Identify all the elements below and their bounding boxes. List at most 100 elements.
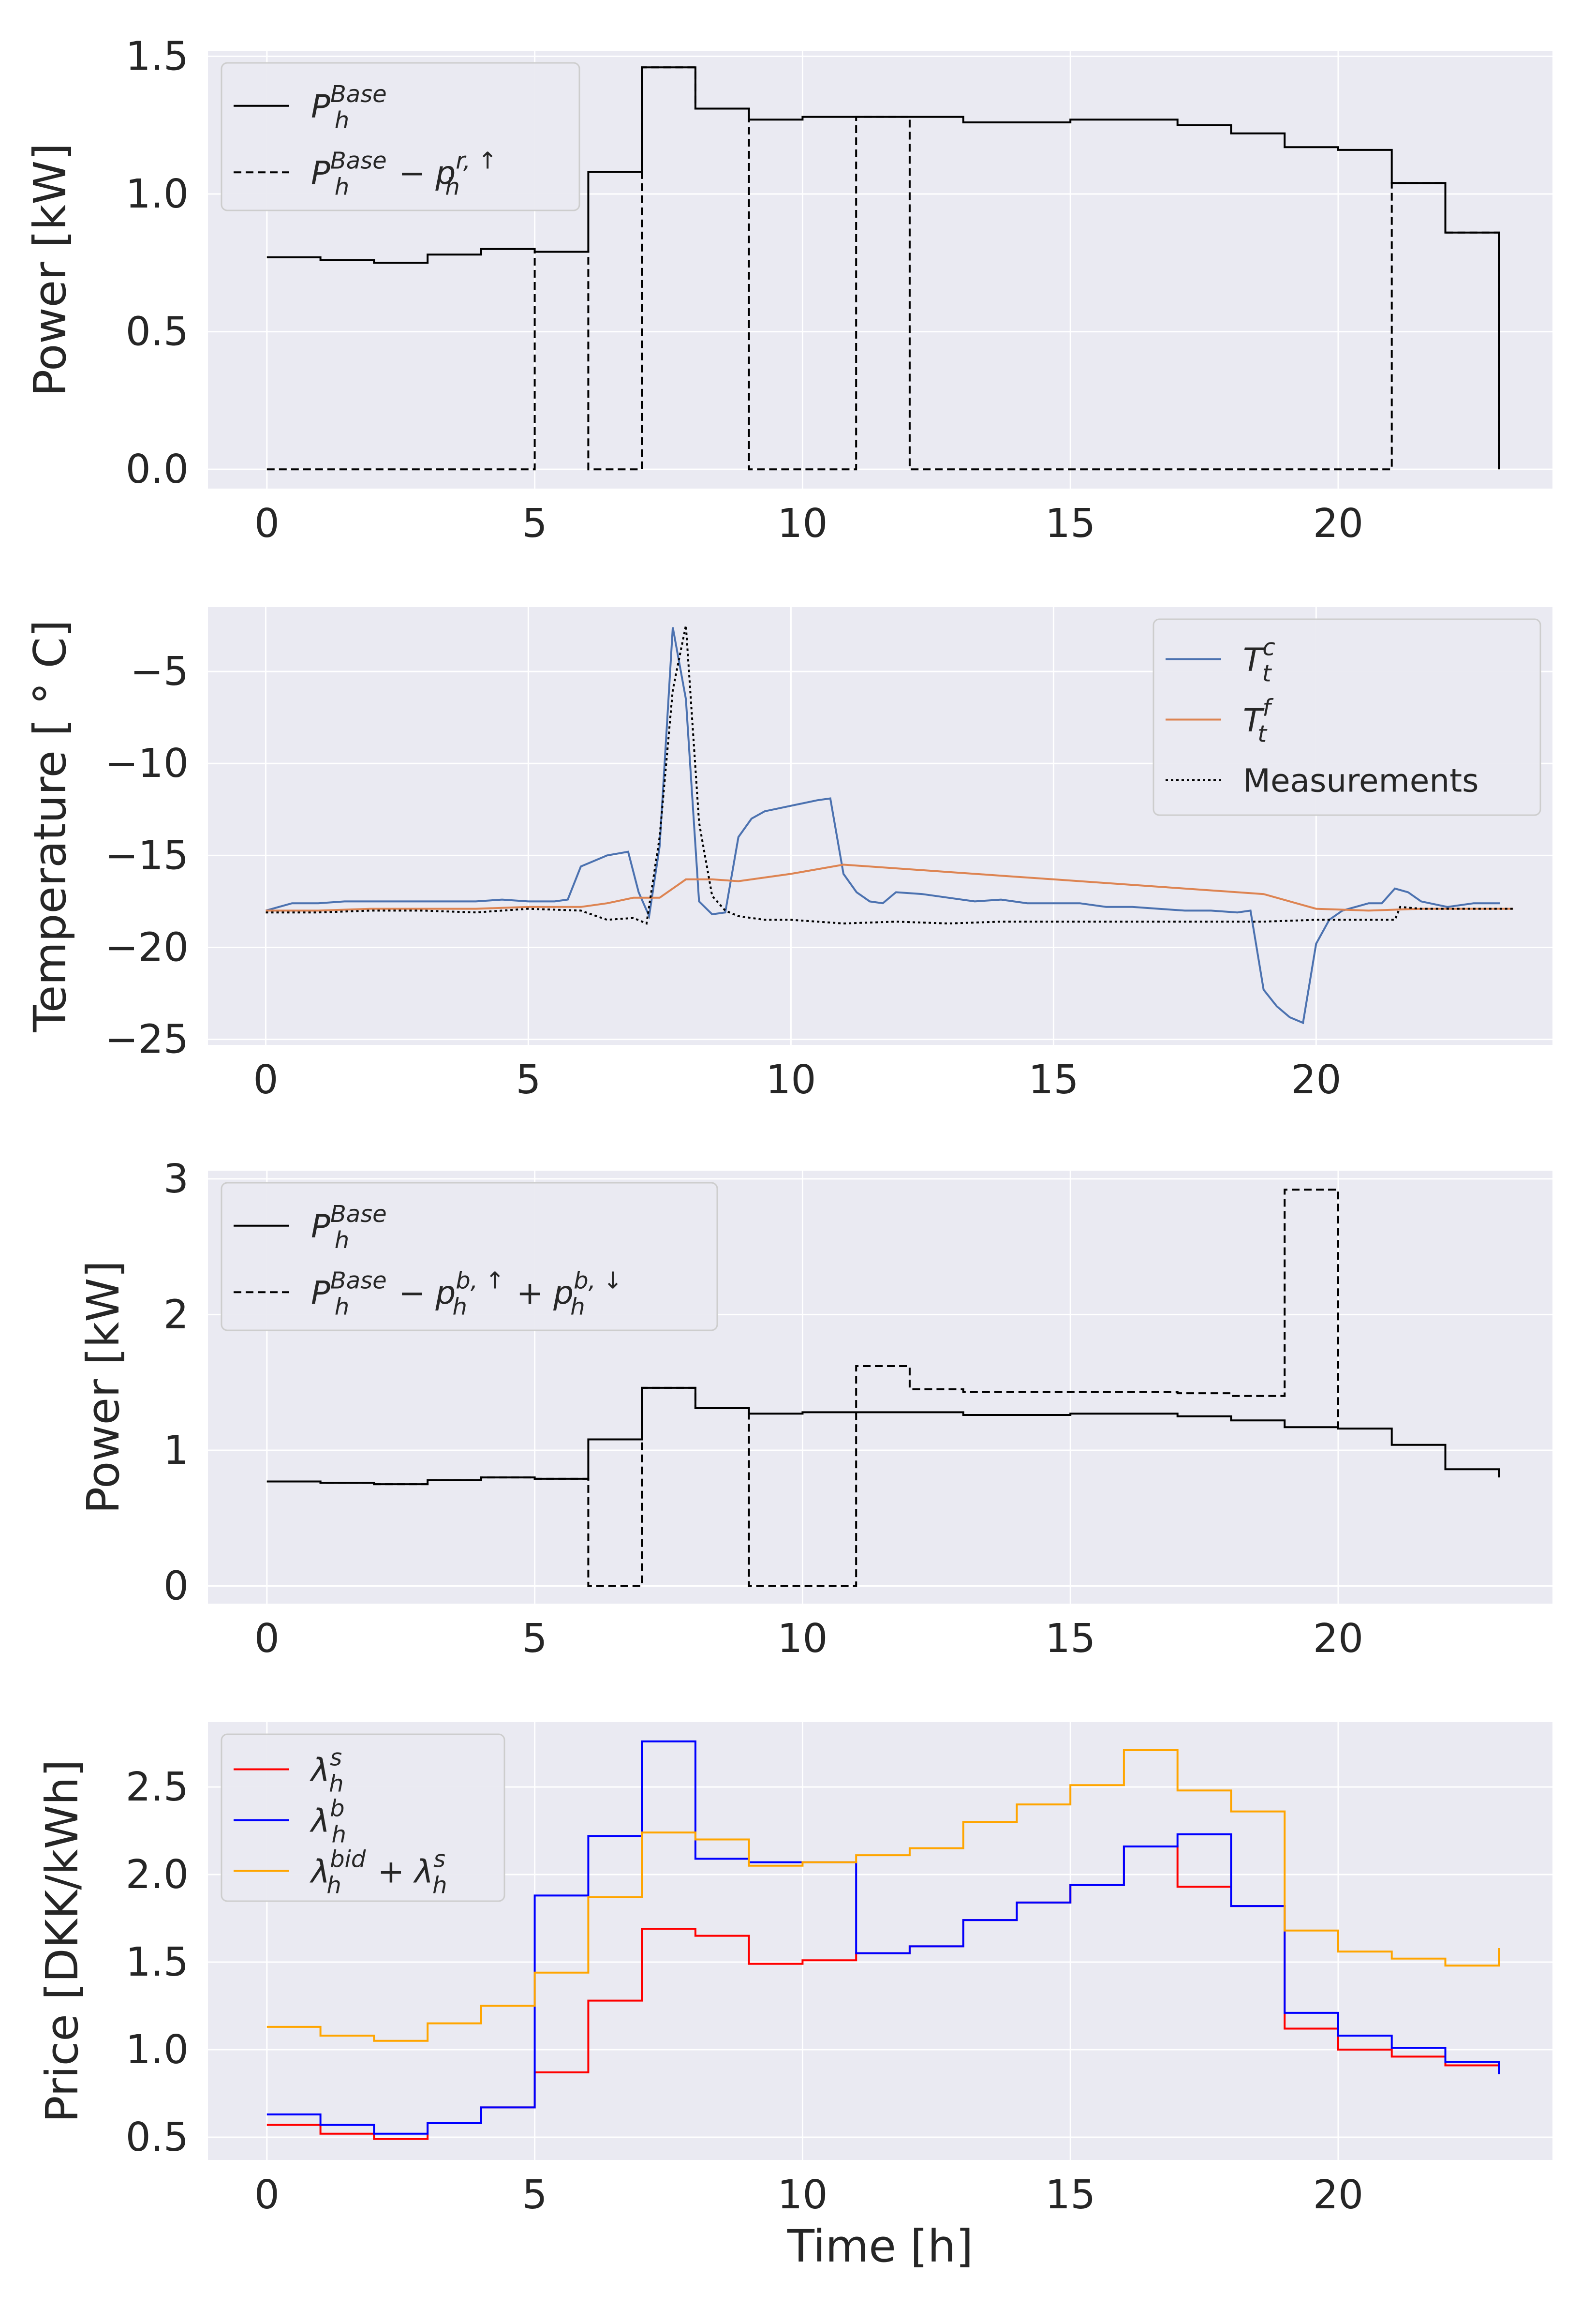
legend-entry: PBase h xyxy=(311,81,387,134)
chart-panel-4: 0 5 10 15 20 0.5 1.0 1.5 2.0 2.5 Price [DKK/kWh] Ti… xyxy=(36,1722,1552,2272)
x-tick-label: 10 xyxy=(777,2172,828,2218)
legend-text-part: P xyxy=(311,154,330,192)
legend-text-part: Base xyxy=(330,81,387,108)
x-tick-label: 5 xyxy=(522,1616,547,1662)
x-tick-label: 10 xyxy=(777,501,828,547)
legend-text-part: h xyxy=(332,1821,346,1848)
series-line-1 xyxy=(265,627,1500,1025)
series-line-2 xyxy=(266,1189,1339,1587)
x-tick-label: 15 xyxy=(1045,501,1095,547)
legend-text-part: T xyxy=(1243,702,1265,739)
x-tick-label: 5 xyxy=(522,501,547,547)
legend-text-part: h xyxy=(335,173,349,200)
legend-text-part: λ xyxy=(310,1802,330,1840)
legend-text-part: Base xyxy=(330,1201,387,1228)
y-tick-label: −5 xyxy=(130,649,189,695)
x-tick-label: 10 xyxy=(777,1616,828,1662)
legend-entry: λbid h + λs h xyxy=(310,1846,447,1899)
legend-text-part: − p xyxy=(388,1274,456,1311)
y-tick-label: 1.5 xyxy=(126,33,189,79)
x-tick-label: 20 xyxy=(1313,501,1363,547)
legend-text-part: Base xyxy=(330,147,387,174)
legend-text-part: r, ↑ xyxy=(456,147,497,174)
y-tick-label: −20 xyxy=(105,924,189,970)
legend-entry: PBase h − pb, ↑ h + pb, ↓ h xyxy=(311,1267,622,1320)
legend-entry: PBase h − pr, ↑ h xyxy=(311,147,497,200)
y-tick-label: 0 xyxy=(163,1563,189,1609)
series-line-2 xyxy=(266,863,1513,912)
legend-text-part: b, ↓ xyxy=(574,1267,622,1294)
legend-text-part: h xyxy=(570,1293,585,1320)
legend-frame xyxy=(221,62,580,211)
y-axis-title: Power [kW] xyxy=(77,1261,129,1514)
legend-text-part: h xyxy=(452,1293,467,1320)
y-tick-label: −25 xyxy=(105,1017,189,1063)
legend-entry: λs h xyxy=(310,1744,344,1798)
x-tick-label: 5 xyxy=(522,2172,547,2218)
legend-text-part: s xyxy=(330,1744,342,1771)
y-tick-label: 3 xyxy=(163,1156,189,1202)
x-tick-label: 20 xyxy=(1313,2172,1363,2218)
y-tick-label: 1 xyxy=(163,1428,189,1474)
x-tick-label: 15 xyxy=(1045,2172,1095,2218)
y-tick-label: 0.5 xyxy=(126,2114,189,2160)
legend-entry: Tc t xyxy=(1243,634,1275,687)
legend-text-part: h xyxy=(335,107,349,134)
legend-text-part: t xyxy=(1257,721,1268,748)
legend-text-part: − p xyxy=(388,154,456,192)
legend-text-part: Measurements xyxy=(1243,762,1479,800)
y-tick-label: 2.5 xyxy=(126,1764,189,1810)
x-tick-label: 20 xyxy=(1291,1057,1341,1103)
legend-text-part: + p xyxy=(506,1274,574,1311)
legend-text-part: b, ↑ xyxy=(456,1267,504,1294)
legend-text-part: b xyxy=(330,1795,344,1822)
legend-text-part: h xyxy=(329,1771,343,1798)
x-tick-label: 15 xyxy=(1028,1057,1079,1103)
y-tick-label: 1.0 xyxy=(126,171,189,217)
series-line-3 xyxy=(266,1749,1500,2042)
x-axis-title: Time [h] xyxy=(787,2220,974,2272)
legend-entry: PBase h xyxy=(311,1201,387,1254)
y-tick-label: −15 xyxy=(105,833,189,878)
x-tick-label: 0 xyxy=(254,1616,280,1662)
legend-text-part: h xyxy=(445,173,459,200)
x-tick-label: 10 xyxy=(766,1057,816,1103)
y-axis-title: Temperature [ ° C] xyxy=(24,620,76,1033)
chart-panel-2: 0 5 10 15 20 −5 −10 −15 −20 −25 Temperature [ ° C]… xyxy=(24,607,1552,1103)
y-tick-label: 2.0 xyxy=(126,1852,189,1898)
legend-entry: Measurements xyxy=(1243,762,1479,800)
y-tick-label: −10 xyxy=(105,741,189,787)
legend-text-part: s xyxy=(433,1846,445,1873)
x-tick-label: 0 xyxy=(253,1057,278,1103)
legend-frame xyxy=(221,1733,505,1902)
y-tick-label: 2 xyxy=(163,1292,189,1338)
y-tick-label: 1.5 xyxy=(126,1939,189,1985)
x-tick-label: 15 xyxy=(1045,1616,1095,1662)
x-tick-label: 0 xyxy=(254,2172,280,2218)
legend-text-part: c xyxy=(1262,634,1275,661)
series-line-2 xyxy=(266,1740,1500,2135)
legend-text-part: λ xyxy=(310,1752,330,1789)
legend-text-part: h xyxy=(335,1227,349,1254)
legend-text-part: λ xyxy=(310,1853,330,1890)
legend-text-part: h xyxy=(335,1293,349,1320)
legend-text-part: + λ xyxy=(368,1853,433,1890)
legend-text-part: bid xyxy=(330,1846,366,1873)
x-tick-label: 5 xyxy=(516,1057,541,1103)
legend-text-part: T xyxy=(1243,641,1265,679)
x-tick-label: 20 xyxy=(1313,1616,1363,1662)
legend-text-part: t xyxy=(1262,660,1272,687)
legend-text-part: P xyxy=(311,1208,330,1245)
y-tick-label: 0.0 xyxy=(126,447,189,492)
y-axis-title: Power [kW] xyxy=(24,143,76,396)
legend-text-part: h xyxy=(326,1872,341,1899)
y-axis-title: Price [DKK/kWh] xyxy=(36,1759,88,2123)
legend-text-part: P xyxy=(311,1274,330,1311)
legend-frame xyxy=(221,1182,718,1331)
